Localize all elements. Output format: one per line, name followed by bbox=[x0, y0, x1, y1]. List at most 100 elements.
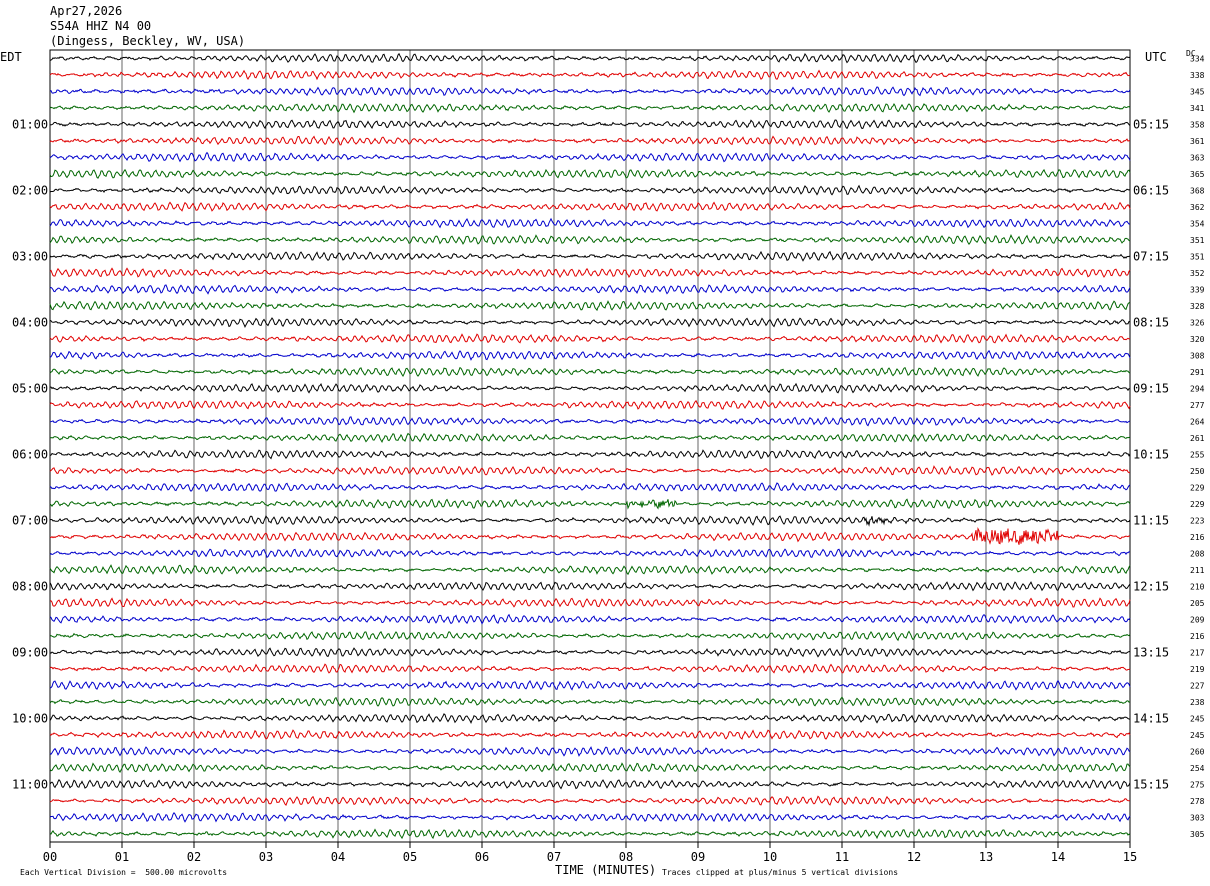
left-hour-label: 05:00 bbox=[12, 381, 48, 395]
trace-row-13 bbox=[49, 250, 1131, 262]
trace-row-48 bbox=[49, 828, 1131, 840]
x-tick-label: 01 bbox=[115, 850, 129, 864]
right-hour-label: 05:15 bbox=[1133, 117, 1169, 131]
trace-row-43 bbox=[49, 746, 1131, 757]
dc-offset-label: 363 bbox=[1190, 153, 1205, 162]
dc-offset-label: 358 bbox=[1190, 120, 1205, 129]
x-tick-label: 07 bbox=[547, 850, 561, 864]
x-tick-label: 05 bbox=[403, 850, 417, 864]
right-hour-label: 12:15 bbox=[1133, 579, 1169, 593]
trace-row-33 bbox=[49, 581, 1131, 592]
dc-offset-label: 294 bbox=[1190, 384, 1205, 393]
trace-row-18 bbox=[49, 333, 1131, 344]
dc-offset-label: 341 bbox=[1190, 104, 1205, 113]
dc-offset-label: 291 bbox=[1190, 368, 1205, 377]
right-timezone-label: UTC bbox=[1145, 50, 1167, 64]
dc-offset-label: 255 bbox=[1190, 450, 1205, 459]
trace-row-14 bbox=[49, 267, 1131, 279]
left-hour-label: 08:00 bbox=[12, 579, 48, 593]
trace-row-34 bbox=[49, 597, 1131, 608]
trace-row-29 bbox=[49, 515, 1131, 527]
right-hour-label: 08:15 bbox=[1133, 315, 1169, 329]
dc-offset-label: 250 bbox=[1190, 467, 1205, 476]
minute-grid bbox=[121, 50, 1059, 842]
dc-offset-label: 352 bbox=[1190, 269, 1205, 278]
dc-offset-label: 275 bbox=[1190, 780, 1205, 789]
left-hour-label: 06:00 bbox=[12, 447, 48, 461]
x-axis-title: TIME (MINUTES) bbox=[555, 863, 657, 877]
x-tick-label: 14 bbox=[1051, 850, 1065, 864]
dc-offset-label: 320 bbox=[1190, 335, 1205, 344]
header-station: S54A HHZ N4 00 bbox=[50, 19, 152, 33]
dc-offset-label: 245 bbox=[1190, 714, 1205, 723]
trace-row-3 bbox=[49, 86, 1131, 97]
dc-offset-label: 308 bbox=[1190, 351, 1205, 360]
trace-row-6 bbox=[49, 135, 1131, 147]
trace-row-45 bbox=[49, 778, 1131, 790]
trace-row-5 bbox=[49, 119, 1131, 130]
time-labels: 01:00 02:00 03:00 04:00 05:00 06:00 07:00 08:00… bbox=[12, 54, 1205, 839]
plot-frame bbox=[49, 49, 1131, 843]
left-hour-label: 01:00 bbox=[12, 117, 48, 131]
x-tick-label: 10 bbox=[763, 850, 777, 864]
dc-offset-label: 278 bbox=[1190, 797, 1205, 806]
dc-offset-label: 365 bbox=[1190, 170, 1205, 179]
dc-offset-label: 217 bbox=[1190, 648, 1205, 657]
right-hour-label: 11:15 bbox=[1133, 513, 1169, 527]
trace-row-24 bbox=[50, 432, 1131, 444]
dc-offset-label: 362 bbox=[1190, 203, 1205, 212]
x-tick-label: 11 bbox=[835, 850, 849, 864]
left-hour-label: 09:00 bbox=[12, 645, 48, 659]
dc-offset-label: 368 bbox=[1190, 186, 1205, 195]
left-hour-label: 04:00 bbox=[12, 315, 48, 329]
trace-row-40 bbox=[49, 696, 1131, 707]
dc-offset-label: 264 bbox=[1190, 417, 1205, 426]
dc-offset-label: 328 bbox=[1190, 302, 1205, 311]
dc-offset-label: 219 bbox=[1190, 665, 1205, 674]
trace-row-1 bbox=[49, 52, 1131, 64]
trace-row-42 bbox=[49, 729, 1131, 740]
trace-row-22 bbox=[49, 399, 1131, 410]
trace-row-41 bbox=[49, 713, 1131, 724]
dc-offset-label: 303 bbox=[1190, 813, 1205, 822]
dc-offset-label: 205 bbox=[1190, 599, 1205, 608]
x-tick-label: 06 bbox=[475, 850, 489, 864]
left-hour-label: 07:00 bbox=[12, 513, 48, 527]
trace-row-25 bbox=[49, 449, 1131, 460]
right-hour-label: 14:15 bbox=[1133, 711, 1169, 725]
dc-offset-label: 338 bbox=[1190, 71, 1205, 80]
trace-row-20 bbox=[49, 366, 1131, 377]
dc-offset-label: 277 bbox=[1190, 401, 1205, 410]
trace-row-23 bbox=[49, 416, 1131, 427]
dc-offset-label: 260 bbox=[1190, 747, 1205, 756]
trace-row-30 bbox=[49, 526, 1131, 545]
trace-row-7 bbox=[49, 151, 1131, 163]
left-timezone-label: EDT bbox=[0, 50, 22, 64]
left-hour-label: 03:00 bbox=[12, 249, 48, 263]
trace-row-16 bbox=[49, 300, 1131, 312]
x-tick-label: 00 bbox=[43, 850, 57, 864]
left-hour-label: 10:00 bbox=[12, 711, 48, 725]
dc-offset-label: 326 bbox=[1190, 318, 1205, 327]
trace-row-8 bbox=[49, 168, 1131, 179]
right-hour-label: 10:15 bbox=[1133, 447, 1169, 461]
trace-row-17 bbox=[49, 317, 1131, 328]
dc-offset-label: 208 bbox=[1190, 549, 1205, 558]
trace-row-47 bbox=[49, 811, 1131, 823]
dc-offset-label: 238 bbox=[1190, 698, 1205, 707]
seismic-traces bbox=[49, 52, 1131, 840]
trace-row-9 bbox=[49, 184, 1131, 196]
trace-row-27 bbox=[49, 482, 1131, 492]
x-tick-label: 08 bbox=[619, 850, 633, 864]
dc-offset-label: 351 bbox=[1190, 236, 1205, 245]
x-tick-label: 02 bbox=[187, 850, 201, 864]
dc-offset-label: 216 bbox=[1190, 632, 1205, 641]
x-axis-ticks: 00 01 02 03 04 05 06 07 08 09 10 11 12 13 14 15 bbox=[43, 842, 1137, 864]
dc-offset-label: 345 bbox=[1190, 87, 1205, 96]
dc-offset-label: 211 bbox=[1190, 566, 1205, 575]
trace-row-44 bbox=[49, 762, 1131, 774]
x-tick-label: 12 bbox=[907, 850, 921, 864]
dc-offset-label: 227 bbox=[1190, 681, 1205, 690]
left-hour-label: 02:00 bbox=[12, 183, 48, 197]
dc-offset-label: 354 bbox=[1190, 219, 1205, 228]
